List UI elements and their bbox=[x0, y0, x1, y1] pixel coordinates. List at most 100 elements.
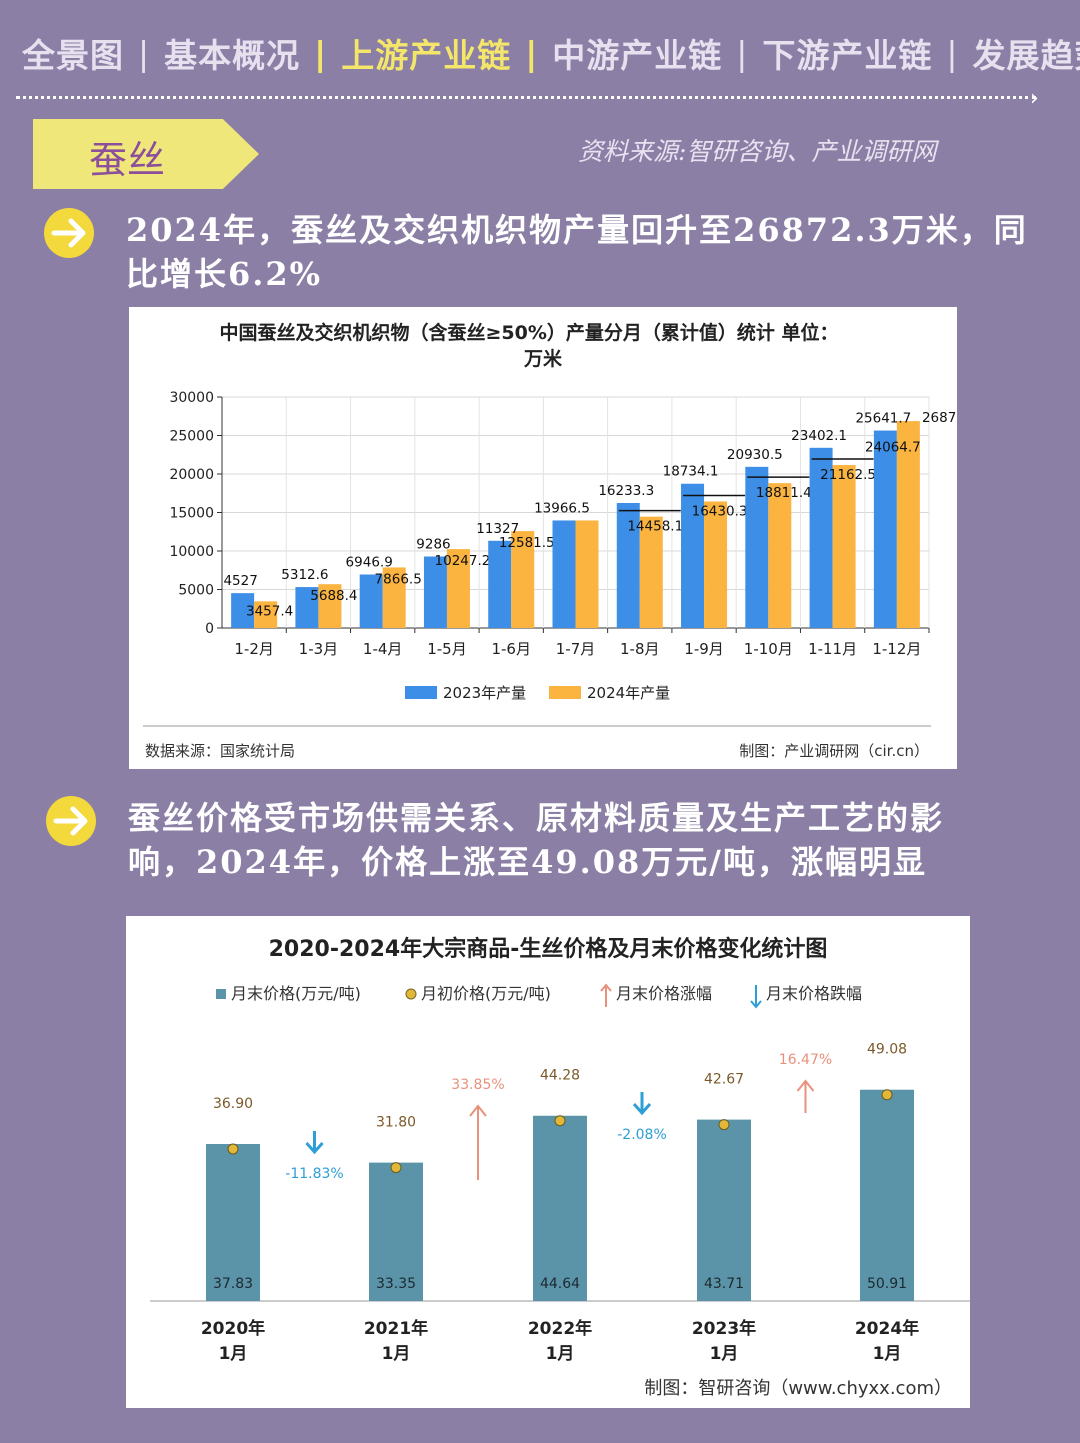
chart2-bar-label: 43.71 bbox=[704, 1276, 744, 1292]
chart1-label-2024: 7866.5 bbox=[375, 571, 422, 587]
chart1-label-2024: 18811.4 bbox=[756, 485, 812, 501]
nav-tab-3[interactable]: 中游产业链 bbox=[552, 36, 723, 75]
headline-production-line2: 比增长6.2% bbox=[126, 255, 323, 293]
chart2-change-label: 16.47% bbox=[779, 1052, 832, 1068]
chart1-extra-label: 24064.7 bbox=[865, 440, 921, 456]
chart1-xtick-label: 1-9月 bbox=[684, 640, 724, 658]
chart2-open-label: 42.67 bbox=[704, 1072, 744, 1088]
chart1-legend-2024: 2024年产量 bbox=[587, 684, 670, 702]
chart1-bar-2023 bbox=[295, 587, 319, 628]
chart2-xlabel-year: 2022年 bbox=[528, 1318, 592, 1339]
chart2-open-label: 44.28 bbox=[540, 1068, 580, 1084]
chart1-label-2023: 23402.1 bbox=[791, 428, 847, 444]
chart2-bar bbox=[697, 1119, 751, 1301]
chart1-bar-2023 bbox=[488, 540, 512, 628]
chart1-bar-2023 bbox=[745, 466, 769, 628]
chart1-ytick-label: 5000 bbox=[178, 583, 214, 599]
nav-separator: | bbox=[138, 33, 151, 73]
chart1-label-2024: 5688.4 bbox=[310, 588, 357, 604]
chart1-xtick-label: 1-2月 bbox=[234, 640, 273, 658]
headline-production: 2024年，蚕丝及交织机织物产量回升至26872.3万米，同 比增长6.2% bbox=[126, 208, 1056, 296]
up-arrow-icon bbox=[469, 1104, 487, 1180]
chart2-xlabel-month: 1月 bbox=[710, 1344, 739, 1364]
price-chart-panel: 2020-2024年大宗商品-生丝价格及月末价格变化统计图 月末价格(万元/吨) 月… bbox=[126, 916, 970, 1408]
chart1-label-2024: 26872.3 bbox=[922, 410, 957, 426]
chart2-title: 2020-2024年大宗商品-生丝价格及月末价格变化统计图 bbox=[269, 936, 828, 962]
chart2-legend-down: 月末价格跌幅 bbox=[766, 984, 862, 1003]
chart1-bar-2023 bbox=[423, 556, 447, 628]
chart1-label-2024: 3457.4 bbox=[246, 603, 293, 619]
chart1-bar-2024 bbox=[446, 549, 470, 628]
arrow-right-icon bbox=[44, 208, 94, 258]
chart1-footer-left: 数据来源：国家统计局 bbox=[145, 742, 295, 760]
nav-tab-2[interactable]: 上游产业链 bbox=[341, 36, 512, 75]
chart1-legend-2023: 2023年产量 bbox=[443, 684, 526, 702]
chart1-label-2024: 21162.5 bbox=[820, 467, 876, 483]
nav-separator: | bbox=[946, 33, 959, 73]
chart2-bar-label: 37.83 bbox=[213, 1276, 253, 1292]
chart2-bar bbox=[860, 1089, 914, 1301]
down-arrow-icon bbox=[305, 1131, 324, 1155]
chart1-bar-2024 bbox=[382, 567, 406, 628]
down-arrow-icon bbox=[750, 985, 762, 1009]
chart2-xlabel-year: 2020年 bbox=[201, 1318, 265, 1339]
chart1-title-line1: 中国蚕丝及交织机织物（含蚕丝≥50%）产量分月（累计值）统计 单位： bbox=[219, 321, 838, 344]
nav-tab-5[interactable]: 发展趋势 bbox=[972, 36, 1080, 75]
chart1-bar-2024 bbox=[896, 421, 920, 628]
nav-separator: | bbox=[314, 33, 328, 73]
headline-price: 蚕丝价格受市场供需关系、原材料质量及生产工艺的影 响，2024年，价格上涨至49… bbox=[128, 796, 1058, 884]
chart1-bar-2023 bbox=[873, 430, 897, 628]
section-tag-label: 蚕丝 bbox=[89, 138, 166, 182]
chart2-change-label: -2.08% bbox=[617, 1127, 667, 1143]
chart2-open-dot bbox=[881, 1089, 893, 1101]
chart1-ytick-label: 30000 bbox=[169, 390, 214, 406]
chart1-xtick-label: 1-6月 bbox=[491, 640, 531, 658]
chart1-bar-2023 bbox=[809, 447, 833, 628]
production-chart-panel: 中国蚕丝及交织机织物（含蚕丝≥50%）产量分月（累计值）统计 单位： 万米 0 500… bbox=[129, 307, 978, 769]
chevron-right-icon: › bbox=[1030, 86, 1039, 111]
chart1-xtick-label: 1-4月 bbox=[363, 640, 403, 658]
chart1-bar-2023 bbox=[231, 593, 255, 628]
chart2-bar-label: 50.91 bbox=[867, 1276, 907, 1292]
chart1-bar-2024 bbox=[704, 501, 728, 628]
chart2-change-label: 33.85% bbox=[451, 1077, 504, 1093]
production-chart: 中国蚕丝及交织机织物（含蚕丝≥50%）产量分月（累计值）统计 单位： 万米 0 500… bbox=[143, 321, 978, 760]
chart2-legend-square bbox=[216, 989, 226, 999]
chart1-ytick-label: 0 bbox=[205, 621, 214, 637]
chart2-bar bbox=[533, 1115, 587, 1301]
chart1-label-2023: 20930.5 bbox=[727, 447, 783, 463]
chart1-label-2023: 11327 bbox=[476, 521, 519, 537]
chart1-label-2024: 14458.1 bbox=[627, 519, 683, 535]
chart1-xtick-label: 1-11月 bbox=[808, 640, 857, 658]
chart2-xlabel-year: 2023年 bbox=[692, 1318, 756, 1339]
chart1-label-2024: 12581.5 bbox=[499, 535, 555, 551]
chart1-label-2023: 4527 bbox=[223, 573, 257, 589]
nav-tab-4[interactable]: 下游产业链 bbox=[762, 36, 933, 75]
section-tag: 蚕丝 bbox=[33, 119, 259, 189]
chart1-bar-2023 bbox=[359, 574, 383, 628]
chart1-bar-2023 bbox=[681, 483, 705, 628]
headline-price-line2: 响，2024年，价格上涨至49.08万元/吨，涨幅明显 bbox=[128, 843, 927, 881]
chart1-label-2023: 9286 bbox=[416, 536, 450, 552]
arrow-right-icon bbox=[46, 796, 96, 846]
headline-production-line1: 2024年，蚕丝及交织机织物产量回升至26872.3万米，同 bbox=[126, 211, 1028, 249]
chart2-legend-circle bbox=[405, 988, 417, 1000]
chart2-open-dot bbox=[554, 1115, 566, 1127]
chart2-open-label: 31.80 bbox=[376, 1115, 416, 1131]
chart2-legend-up: 月末价格涨幅 bbox=[616, 984, 712, 1003]
up-arrow-icon bbox=[796, 1079, 815, 1113]
chart2-xlabel-month: 1月 bbox=[546, 1344, 575, 1364]
chart1-label-2023: 5312.6 bbox=[281, 567, 328, 583]
chart2-xlabel-month: 1月 bbox=[219, 1344, 248, 1364]
nav-separator: | bbox=[525, 33, 539, 73]
chart2-xlabel-month: 1月 bbox=[873, 1344, 902, 1364]
chart2-xlabel-year: 2024年 bbox=[855, 1318, 919, 1339]
nav-separator: | bbox=[736, 33, 749, 73]
chart1-ytick-label: 15000 bbox=[169, 506, 214, 522]
chart1-label-2024: 10247.2 bbox=[435, 553, 491, 569]
chart2-change-label: -11.83% bbox=[285, 1166, 343, 1182]
nav-tab-0[interactable]: 全景图 bbox=[22, 36, 124, 75]
nav-tab-1[interactable]: 基本概况 bbox=[164, 36, 301, 75]
chart1-label-2023: 6946.9 bbox=[346, 555, 393, 571]
